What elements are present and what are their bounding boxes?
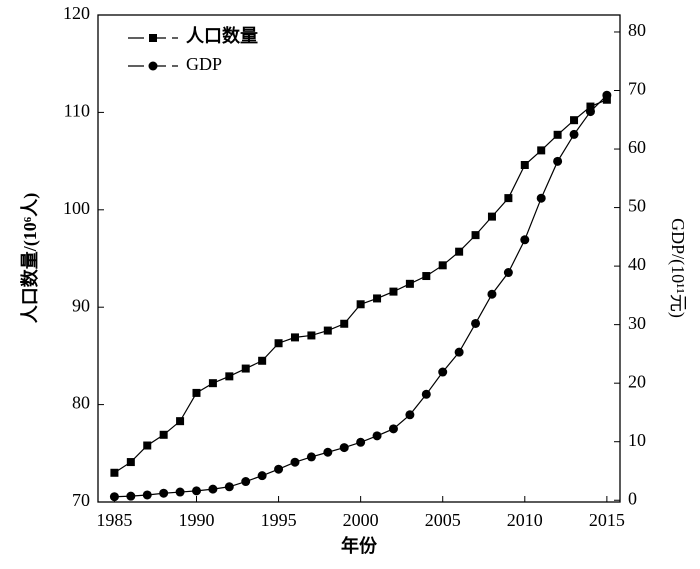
marker (126, 458, 135, 467)
marker (241, 364, 250, 373)
marker (274, 339, 283, 348)
x-axis-label: 年份 (341, 535, 378, 556)
x-tick-label: 2005 (425, 510, 461, 530)
marker (241, 477, 251, 487)
plot-frame (97, 14, 621, 503)
marker (421, 389, 431, 399)
marker (356, 300, 365, 309)
marker (586, 102, 595, 111)
legend-marker (149, 34, 157, 42)
marker (405, 410, 415, 420)
y2-tick-label: 70 (628, 79, 646, 99)
marker (373, 294, 382, 303)
marker (126, 491, 136, 501)
marker (520, 235, 530, 245)
marker (110, 468, 119, 477)
y2-tick-label: 10 (628, 430, 646, 450)
marker (455, 247, 464, 256)
marker (208, 379, 217, 388)
marker (585, 107, 595, 117)
marker (109, 492, 119, 502)
marker (258, 356, 267, 365)
marker (225, 372, 234, 381)
y-tick-label: 90 (72, 295, 90, 315)
marker (356, 437, 366, 447)
y-tick-label: 110 (64, 101, 90, 121)
marker (422, 272, 431, 281)
marker (487, 289, 497, 299)
y2-tick-label: 50 (628, 196, 646, 216)
x-tick-label: 1985 (96, 510, 132, 530)
x-tick-label: 1995 (261, 510, 297, 530)
marker (257, 471, 267, 481)
marker (569, 129, 579, 139)
y2-tick-label: 60 (628, 137, 646, 157)
marker (323, 447, 333, 457)
marker (553, 156, 563, 166)
marker (454, 347, 464, 357)
series-line (114, 94, 608, 498)
marker (192, 388, 201, 397)
marker (504, 194, 513, 203)
marker (159, 488, 169, 498)
marker (175, 487, 185, 497)
marker (438, 261, 447, 270)
marker (191, 486, 201, 496)
marker (339, 443, 349, 453)
marker (340, 319, 349, 328)
marker (307, 331, 316, 340)
y2-axis-label: GDP/(10¹¹元) (667, 218, 688, 318)
marker (388, 424, 398, 434)
marker (224, 482, 234, 492)
marker (405, 279, 414, 288)
series-line (114, 99, 608, 474)
marker (537, 146, 546, 155)
marker (208, 484, 218, 494)
y-tick-label: 80 (72, 393, 90, 413)
marker (290, 457, 300, 467)
x-tick-label: 2015 (589, 510, 625, 530)
y-tick-label: 120 (63, 3, 90, 23)
marker (553, 130, 562, 139)
marker (503, 268, 513, 278)
marker (323, 326, 332, 335)
marker (372, 431, 382, 441)
y-tick-label: 100 (63, 198, 90, 218)
legend-label: 人口数量 (186, 25, 258, 46)
marker (520, 160, 529, 169)
marker (471, 231, 480, 240)
marker (176, 417, 185, 426)
y2-tick-label: 40 (628, 254, 646, 274)
legend-label: GDP (186, 54, 222, 74)
x-tick-label: 2010 (507, 510, 543, 530)
marker (290, 333, 299, 342)
marker (471, 318, 481, 328)
y-axis-label: 人口数量/(10⁶人) (19, 193, 41, 323)
marker (306, 452, 316, 462)
marker (602, 95, 611, 104)
marker (274, 464, 284, 474)
y2-tick-label: 30 (628, 313, 646, 333)
x-tick-label: 1990 (178, 510, 214, 530)
y-tick-label: 70 (72, 490, 90, 510)
marker (143, 441, 152, 450)
marker (602, 90, 612, 100)
legend-marker (148, 61, 158, 71)
y2-tick-label: 20 (628, 371, 646, 391)
marker (570, 116, 579, 125)
marker (536, 193, 546, 203)
marker (389, 287, 398, 296)
y2-tick-label: 80 (628, 20, 646, 40)
marker (142, 490, 152, 500)
x-tick-label: 2000 (343, 510, 379, 530)
y2-tick-label: 0 (628, 488, 637, 508)
marker (438, 367, 448, 377)
marker (159, 430, 168, 439)
marker (487, 212, 496, 221)
